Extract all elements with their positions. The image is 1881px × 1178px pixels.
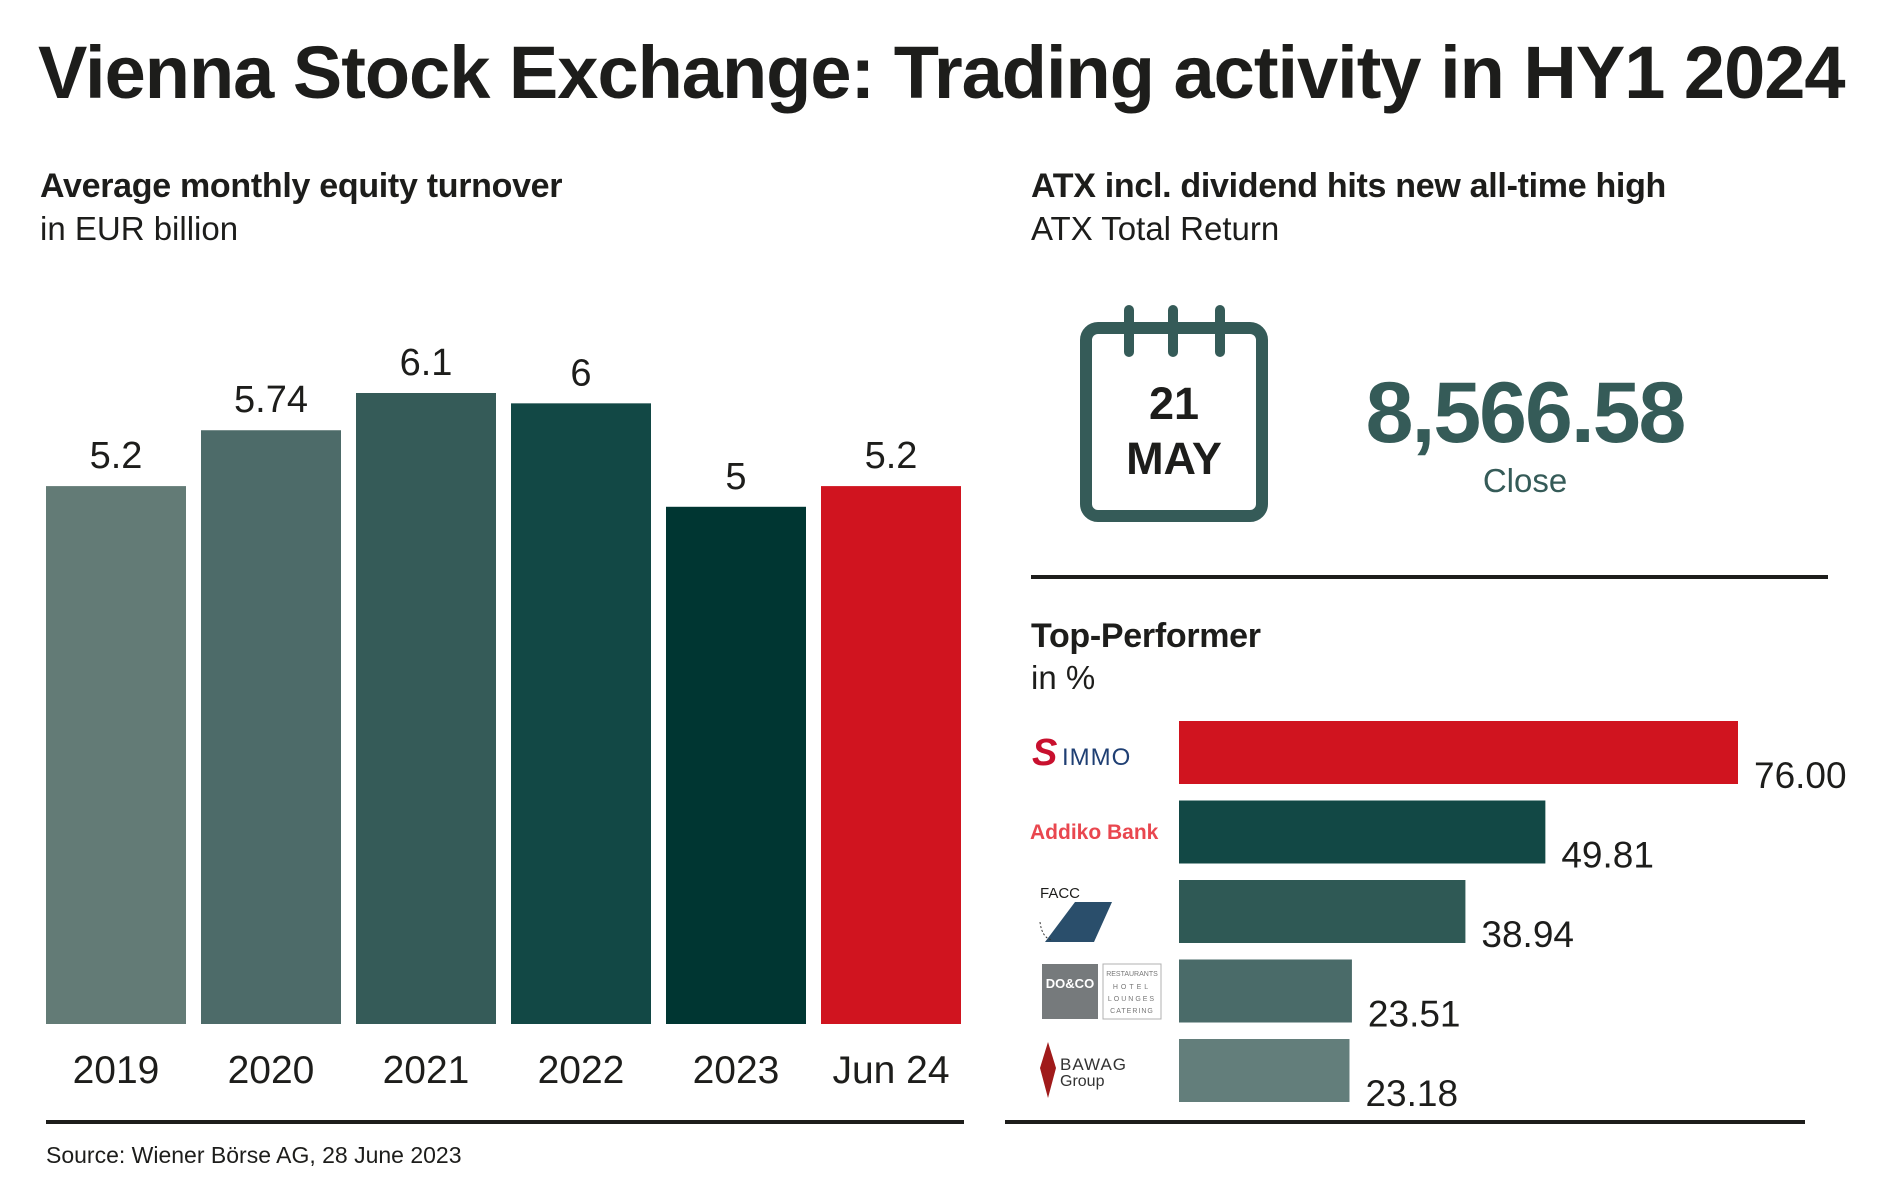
turnover-category-label: 2021 — [383, 1049, 470, 1092]
performer-value-label: 23.51 — [1368, 994, 1461, 1035]
turnover-bar-chart: 5.2 2019 5.74 2020 6.1 2021 6 2022 5 2023 5.2 Jun 2… — [46, 342, 961, 1092]
addiko-logo-text: Addiko Bank — [1030, 820, 1159, 844]
performer-value-label: 23.18 — [1365, 1073, 1458, 1110]
performer-value-label: 38.94 — [1481, 914, 1574, 955]
simmo-logo-icon: S IMMO — [1032, 732, 1131, 774]
top-performer-subtitle: in % — [1031, 659, 1096, 696]
turnover-value-label: 5.2 — [90, 435, 143, 477]
left-divider — [46, 1120, 964, 1124]
right-divider-bottom — [1005, 1120, 1805, 1124]
calendar-month: MAY — [1126, 433, 1222, 484]
turnover-bar — [46, 486, 186, 1024]
doco-logo-icon: DO&CO RESTAURANTS HOTEL LOUNGES CATERING — [1042, 963, 1162, 1020]
performer-bar — [1179, 721, 1738, 784]
turnover-bar — [356, 393, 496, 1024]
svg-text:CATERING: CATERING — [1110, 1008, 1154, 1015]
atx-subtitle: ATX Total Return — [1031, 210, 1280, 247]
turnover-chart-title: Average monthly equity turnover — [40, 167, 563, 205]
svg-text:DO&CO: DO&CO — [1046, 976, 1094, 991]
turnover-bar — [201, 430, 341, 1024]
turnover-value-label: 5.74 — [234, 379, 308, 421]
turnover-category-label: Jun 24 — [832, 1049, 949, 1092]
calendar-icon: 21 MAY — [1080, 305, 1268, 522]
facc-logo-icon: FACC — [1039, 885, 1112, 942]
bawag-logo-icon: BAWAG Group — [1040, 1042, 1127, 1098]
turnover-category-label: 2019 — [73, 1049, 160, 1092]
turnover-category-label: 2022 — [538, 1049, 625, 1092]
turnover-category-label: 2020 — [228, 1049, 315, 1092]
performer-bar — [1179, 880, 1466, 943]
source-note: Source: Wiener Börse AG, 28 June 2023 — [46, 1142, 462, 1168]
right-divider-top — [1031, 575, 1828, 579]
svg-text:BAWAG: BAWAG — [1060, 1055, 1127, 1074]
top-performer-title: Top-Performer — [1031, 617, 1261, 655]
turnover-value-label: 6.1 — [400, 342, 453, 384]
turnover-value-label: 5.2 — [865, 435, 918, 477]
svg-text:RESTAURANTS: RESTAURANTS — [1106, 971, 1158, 978]
turnover-bar — [511, 403, 651, 1025]
performer-bar — [1179, 959, 1352, 1023]
svg-text:IMMO: IMMO — [1062, 744, 1131, 771]
page-title: Vienna Stock Exchange: Trading activity … — [38, 31, 1846, 114]
turnover-value-label: 5 — [725, 456, 746, 498]
logo-doco: DO&CO RESTAURANTS HOTEL LOUNGES CATERING — [1030, 960, 1170, 1023]
turnover-bar — [666, 506, 806, 1025]
atx-close-value: 8,566.58 — [1365, 365, 1687, 461]
turnover-value-label: 6 — [570, 352, 591, 394]
atx-close-label: Close — [1482, 462, 1568, 499]
svg-text:Group: Group — [1060, 1073, 1105, 1090]
performer-bar — [1179, 800, 1546, 864]
logo-addiko-bank: Addiko Bank — [1030, 801, 1170, 864]
calendar-day: 21 — [1149, 378, 1199, 429]
performer-value-label: 76.00 — [1754, 755, 1847, 796]
performer-value-label: 49.81 — [1561, 835, 1654, 876]
top-performer-bar-chart: 76.00 49.81 38.94 23.51 23.18 — [1179, 721, 1847, 1110]
turnover-bar — [821, 486, 961, 1024]
svg-text:HOTEL: HOTEL — [1113, 984, 1151, 991]
performer-bar — [1179, 1039, 1350, 1102]
logo-simmo: S IMMO — [1030, 721, 1170, 784]
svg-text:LOUNGES: LOUNGES — [1108, 996, 1156, 1003]
svg-text:FACC: FACC — [1040, 885, 1080, 902]
svg-text:S: S — [1032, 732, 1057, 774]
logo-facc: FACC — [1030, 880, 1170, 943]
turnover-chart-subtitle: in EUR billion — [40, 210, 239, 247]
logo-bawag-group: BAWAG Group — [1030, 1038, 1170, 1101]
atx-title: ATX incl. dividend hits new all-time hig… — [1031, 167, 1667, 205]
turnover-category-label: 2023 — [693, 1049, 780, 1092]
